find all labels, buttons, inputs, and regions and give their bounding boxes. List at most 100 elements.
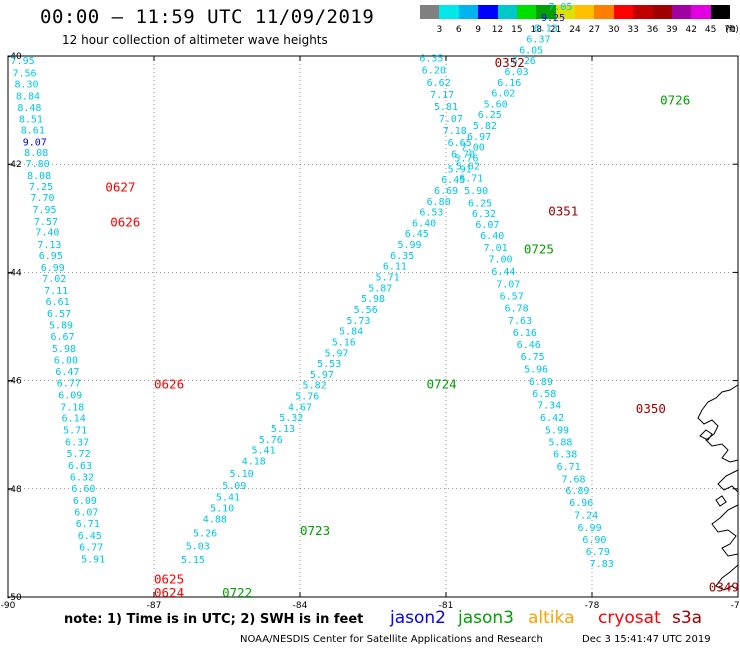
swh-point-label: 6.89 (565, 486, 589, 497)
swh-point-label: 8.51 (19, 115, 43, 126)
colorbar-label: 18 (530, 25, 542, 35)
swh-point-label: 6.47 (55, 367, 79, 378)
lat-label: -50 (7, 593, 22, 603)
coastline-segment (715, 495, 727, 507)
swh-point-label: 6.32 (70, 473, 94, 484)
map-border (7, 55, 739, 598)
swh-point-label: 6.75 (521, 352, 545, 363)
swh-point-label: 6.61 (46, 297, 70, 308)
pass-time-label: 0627 (105, 179, 135, 194)
colorbar-swatch (575, 5, 595, 19)
swh-point-label: 6.63 (68, 461, 92, 472)
swh-point-label: 7.40 (35, 228, 59, 239)
swh-point-label: 5.09 (222, 481, 246, 492)
swh-point-label: 8.48 (17, 103, 41, 114)
swh-point-label: 5.60 (484, 99, 508, 110)
swh-point-label: 8.08 (24, 148, 48, 159)
legend-jason2: jason2 (390, 608, 446, 628)
pass-time-label: 0349 (709, 580, 739, 595)
swh-point-label: 6.44 (491, 267, 515, 278)
colorbar-label: 21 (549, 25, 562, 35)
pass-time-label: 0351 (548, 204, 578, 219)
swh-point-label: 9.25 (541, 13, 565, 24)
swh-point-label: 8.61 (21, 125, 45, 136)
colorbar-swatch (420, 5, 440, 19)
swh-point-label: 6.53 (419, 208, 443, 219)
swh-point-label: 7.18 (60, 402, 84, 413)
swh-point-label: 7.07 (439, 114, 463, 125)
swh-point-label: 5.10 (230, 469, 254, 480)
lat-label: -48 (7, 485, 22, 495)
colorbar-swatch (633, 5, 653, 19)
swh-point-label: 6.71 (459, 174, 483, 185)
map-grid: -90 -87 -84 -81 -78 -75 -40 -42 -44 -46 -48 -50 (1, 52, 740, 611)
colorbar-label: 42 (685, 25, 697, 35)
colorbar-swatch (458, 5, 479, 19)
colorbar-label: 45 (704, 25, 717, 35)
credit-text: NOAA/NESDIS Center for Satellite Applica… (240, 634, 543, 645)
swh-point-label: 7.56 (12, 69, 36, 80)
swh-point-label: 7.95 (11, 56, 35, 67)
swh-point-label: 6.46 (517, 340, 541, 351)
swh-point-label: 7.02 (42, 274, 66, 285)
lat-label: -46 (7, 377, 22, 387)
pass-time-label: 0725 (524, 241, 554, 256)
swh-point-label: 5.13 (271, 424, 295, 435)
swh-point-label: 5.91 (81, 554, 105, 565)
swh-point-label: 6.11 (383, 262, 407, 273)
lon-label: -84 (293, 601, 308, 611)
coastline (697, 384, 739, 591)
swh-point-label: 6.60 (71, 484, 95, 495)
swh-point-label: 5.53 (317, 359, 341, 370)
swh-point-label: 6.77 (57, 379, 81, 390)
legend-altika: altika (528, 608, 575, 628)
lat-label: -40 (7, 52, 22, 62)
swh-point-label: 5.97 (310, 370, 334, 381)
colorbar-unit: (ft) (725, 25, 739, 35)
swh-point-label: 6.13 (534, 24, 558, 35)
swh-point-label: 5.99 (545, 426, 569, 437)
lon-label: -81 (439, 601, 454, 611)
pass-time-label: 0724 (427, 377, 457, 392)
colorbar-label: 6 (455, 25, 462, 35)
swh-point-label: 5.73 (346, 316, 370, 327)
lon-label: -75 (731, 601, 740, 611)
swh-point-label: 6.02 (491, 89, 515, 100)
coastline-segment (697, 384, 739, 463)
swh-point-label: 6.37 (65, 438, 89, 449)
swh-point-label: 6.14 (62, 414, 86, 425)
swh-point-label: 6.05 (519, 45, 543, 56)
swh-point-label: 7.19 (556, 0, 580, 2)
swh-point-label: 5.41 (216, 493, 240, 504)
pass-time-label: 0626 (110, 214, 140, 229)
swh-point-label: 6.77 (79, 542, 103, 553)
swh-point-label: 7.00 (488, 255, 512, 266)
colorbar-label: 39 (666, 25, 678, 35)
swh-point-label: 5.97 (324, 348, 348, 359)
swh-point-label: 7.01 (484, 243, 508, 254)
swh-point-label: 5.15 (181, 555, 205, 566)
swh-point-label: 7.83 (590, 559, 614, 570)
swh-point-label: 6.58 (532, 389, 556, 400)
swh-point-label: 6.09 (58, 390, 82, 401)
colorbar-label: 15 (511, 25, 523, 35)
map-title: 00:00 – 11:59 UTC 11/09/2019 (40, 6, 375, 28)
swh-point-label: 5.99 (397, 240, 421, 251)
swh-point-label: 6.40 (412, 218, 436, 229)
swh-point-label: 6.90 (582, 535, 606, 546)
colorbar-swatch (555, 5, 575, 19)
coastline-segment (711, 504, 739, 557)
swh-point-label: 6.09 (73, 496, 97, 507)
swh-point-label: 5.90 (464, 186, 488, 197)
colorbar-swatch (613, 5, 634, 19)
swh-point-label: 6.45 (405, 229, 429, 240)
swh-point-label: 6.37 (526, 34, 550, 45)
swh-point-label: 5.89 (49, 321, 73, 332)
swh-point-label: 5.88 (548, 438, 572, 449)
swh-point-label: 6.07 (74, 507, 98, 518)
swh-point-label: 8.08 (27, 171, 51, 182)
swh-point-label: 5.41 (251, 446, 275, 457)
pass-time-label: 0626 (154, 377, 184, 392)
swh-point-label: 5.76 (454, 153, 478, 164)
swh-point-label: 6.80 (427, 197, 451, 208)
